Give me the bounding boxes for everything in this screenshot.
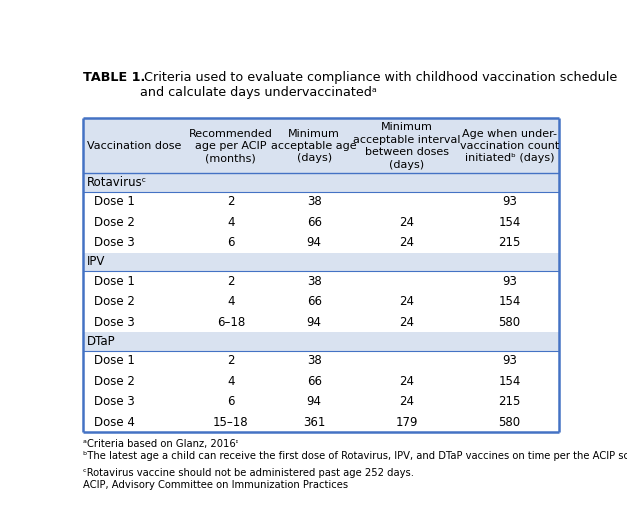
Text: 4: 4 xyxy=(227,216,234,229)
Text: Minimum
acceptable age
(days): Minimum acceptable age (days) xyxy=(271,128,357,164)
Text: 24: 24 xyxy=(399,295,414,308)
Text: 93: 93 xyxy=(502,354,517,367)
Text: Age when under-
vaccination count
initiatedᵇ (days): Age when under- vaccination count initia… xyxy=(460,128,559,164)
Bar xyxy=(83,351,559,371)
Text: Dose 1: Dose 1 xyxy=(94,275,135,288)
Text: Dose 1: Dose 1 xyxy=(94,195,135,208)
Bar xyxy=(83,212,559,233)
Text: 6–18: 6–18 xyxy=(217,316,245,329)
Text: 38: 38 xyxy=(307,354,322,367)
Text: Dose 3: Dose 3 xyxy=(94,236,135,249)
Bar xyxy=(83,253,559,271)
Text: Dose 2: Dose 2 xyxy=(94,375,135,388)
Text: 154: 154 xyxy=(498,375,520,388)
Text: Dose 4: Dose 4 xyxy=(94,415,135,429)
Text: 154: 154 xyxy=(498,295,520,308)
Text: 38: 38 xyxy=(307,275,322,288)
Text: Recommended
age per ACIP
(months): Recommended age per ACIP (months) xyxy=(189,128,273,164)
Text: ᵃCriteria based on Glanz, 2016ᶦ: ᵃCriteria based on Glanz, 2016ᶦ xyxy=(83,439,239,450)
Bar xyxy=(83,119,559,173)
Text: TABLE 1.: TABLE 1. xyxy=(83,71,145,84)
Text: 66: 66 xyxy=(307,216,322,229)
Text: 94: 94 xyxy=(307,316,322,329)
Text: ACIP, Advisory Committee on Immunization Practices: ACIP, Advisory Committee on Immunization… xyxy=(83,480,349,490)
Bar xyxy=(83,291,559,312)
Bar xyxy=(83,391,559,412)
Text: 580: 580 xyxy=(498,316,520,329)
Text: 24: 24 xyxy=(399,375,414,388)
Text: 24: 24 xyxy=(399,236,414,249)
Text: Dose 3: Dose 3 xyxy=(94,395,135,408)
Text: 215: 215 xyxy=(498,395,520,408)
Text: Dose 2: Dose 2 xyxy=(94,295,135,308)
Text: 93: 93 xyxy=(502,195,517,208)
Text: ᵇThe latest age a child can receive the first dose of Rotavirus, IPV, and DTaP v: ᵇThe latest age a child can receive the … xyxy=(83,451,627,461)
Bar xyxy=(83,233,559,253)
Text: ᶜRotavirus vaccine should not be administered past age 252 days.: ᶜRotavirus vaccine should not be adminis… xyxy=(83,468,414,478)
Text: 66: 66 xyxy=(307,375,322,388)
Bar xyxy=(83,173,559,192)
Text: 24: 24 xyxy=(399,216,414,229)
Text: IPV: IPV xyxy=(87,256,105,268)
Text: 24: 24 xyxy=(399,316,414,329)
Text: 179: 179 xyxy=(396,415,418,429)
Bar xyxy=(83,333,559,351)
Text: 38: 38 xyxy=(307,195,322,208)
Bar xyxy=(83,412,559,432)
Text: 24: 24 xyxy=(399,395,414,408)
Bar xyxy=(83,371,559,391)
Text: 93: 93 xyxy=(502,275,517,288)
Text: Dose 2: Dose 2 xyxy=(94,216,135,229)
Text: 580: 580 xyxy=(498,415,520,429)
Bar xyxy=(83,312,559,333)
Text: 6: 6 xyxy=(227,236,234,249)
Text: 2: 2 xyxy=(227,275,234,288)
Text: DTaP: DTaP xyxy=(87,335,116,348)
Text: Dose 3: Dose 3 xyxy=(94,316,135,329)
Text: 215: 215 xyxy=(498,236,520,249)
Text: Dose 1: Dose 1 xyxy=(94,354,135,367)
Text: 66: 66 xyxy=(307,295,322,308)
Bar xyxy=(83,192,559,212)
Text: 94: 94 xyxy=(307,236,322,249)
Text: 2: 2 xyxy=(227,195,234,208)
Text: Minimum
acceptable interval
between doses
(days): Minimum acceptable interval between dose… xyxy=(353,122,461,170)
Text: 15–18: 15–18 xyxy=(213,415,249,429)
Text: 4: 4 xyxy=(227,375,234,388)
Text: 94: 94 xyxy=(307,395,322,408)
Text: Rotavirusᶜ: Rotavirusᶜ xyxy=(87,176,147,189)
Text: 6: 6 xyxy=(227,395,234,408)
Text: 154: 154 xyxy=(498,216,520,229)
Text: Criteria used to evaluate compliance with childhood vaccination schedule and cal: Criteria used to evaluate compliance wit… xyxy=(140,71,617,99)
Text: Vaccination dose: Vaccination dose xyxy=(87,141,181,151)
Text: 2: 2 xyxy=(227,354,234,367)
Text: 4: 4 xyxy=(227,295,234,308)
Bar xyxy=(83,271,559,291)
Text: 361: 361 xyxy=(303,415,325,429)
